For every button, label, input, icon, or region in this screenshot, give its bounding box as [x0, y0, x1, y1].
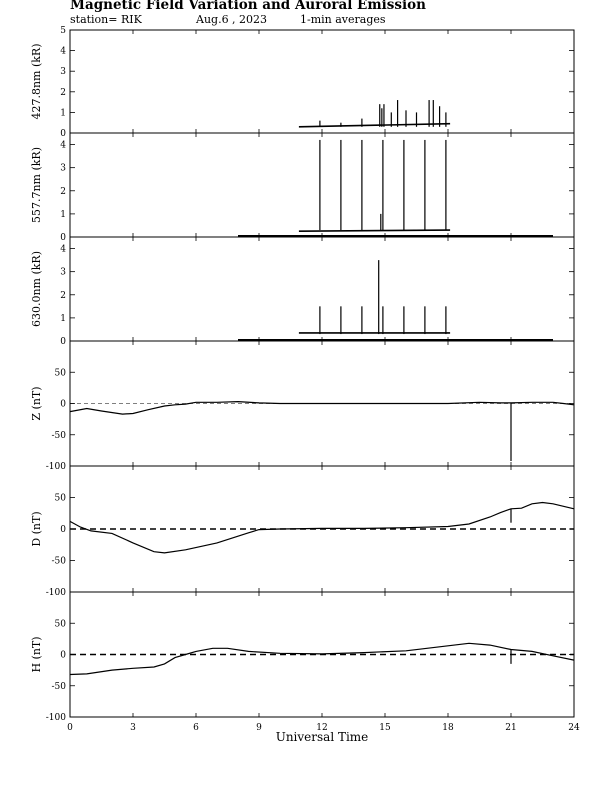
y-axis-label-427: 427.8nm (kR) [30, 43, 43, 119]
panel-frame-427 [69, 29, 575, 134]
y-tick-label-557: 2 [60, 187, 66, 197]
x-tick-label: 24 [568, 723, 580, 733]
x-tick-label: 3 [130, 723, 136, 733]
panel-frame-557 [69, 132, 575, 238]
y-tick-label-Z: -50 [52, 431, 67, 441]
series-line-H-0 [69, 642, 575, 676]
y-tick-label-D: 0 [60, 525, 66, 535]
x-tick-label: 18 [442, 723, 454, 733]
y-tick-label-D: 50 [55, 494, 67, 504]
y-axis-label-D: D (nT) [30, 511, 43, 546]
x-tick-label: 15 [379, 723, 391, 733]
y-tick-label-557: 0 [60, 233, 66, 243]
x-axis-label: Universal Time [276, 730, 369, 744]
y-tick-label-557: 3 [60, 164, 66, 174]
y-axis-label-H: H (nT) [30, 636, 43, 672]
y-tick-label-630: 4 [60, 245, 66, 255]
y-tick-label-Z: 0 [60, 400, 66, 410]
y-tick-label-427: 3 [60, 67, 66, 77]
series-line-557-1 [298, 229, 451, 232]
y-tick-label-427: 2 [60, 88, 66, 98]
averaging-label: 1-min averages [300, 13, 386, 26]
y-tick-label-557: 1 [60, 210, 66, 220]
x-tick-label: 6 [193, 723, 199, 733]
y-tick-label-D: -50 [52, 557, 67, 567]
y-tick-label-427: 4 [60, 47, 66, 57]
series-line-D-0 [69, 501, 575, 554]
date-label: Aug.6 , 2023 [196, 13, 268, 26]
y-axis-label-Z: Z (nT) [30, 386, 43, 420]
y-tick-label-Z: 50 [55, 368, 67, 378]
y-tick-label-630: 0 [60, 337, 66, 347]
panel-frame-630 [69, 236, 575, 342]
y-tick-label-H: 0 [60, 651, 66, 661]
y-tick-label-630: 2 [60, 291, 66, 301]
chart-title: Magnetic Field Variation and Auroral Emi… [70, 0, 426, 13]
y-tick-label-630: 3 [60, 268, 66, 278]
y-tick-label-H: -50 [52, 682, 67, 692]
y-tick-label-D: -100 [46, 588, 66, 598]
y-axis-label-630: 630.0nm (kR) [30, 251, 43, 327]
x-tick-label: 0 [67, 723, 73, 733]
station-label: station= RIK [70, 13, 142, 26]
y-tick-label-427: 5 [60, 26, 66, 36]
y-tick-label-630: 1 [60, 314, 66, 324]
x-tick-label: 9 [256, 723, 262, 733]
y-tick-label-427: 1 [60, 108, 66, 118]
x-tick-label: 12 [316, 723, 327, 733]
y-tick-label-H: 50 [55, 619, 67, 629]
y-tick-label-Z: -100 [46, 462, 66, 472]
y-tick-label-557: 4 [60, 141, 66, 151]
y-axis-label-557: 557.7nm (kR) [30, 147, 43, 223]
y-tick-label-H: -100 [46, 713, 66, 723]
y-tick-label-427: 0 [60, 129, 66, 139]
x-tick-label: 21 [505, 723, 516, 733]
series-line-427-0 [298, 122, 451, 128]
